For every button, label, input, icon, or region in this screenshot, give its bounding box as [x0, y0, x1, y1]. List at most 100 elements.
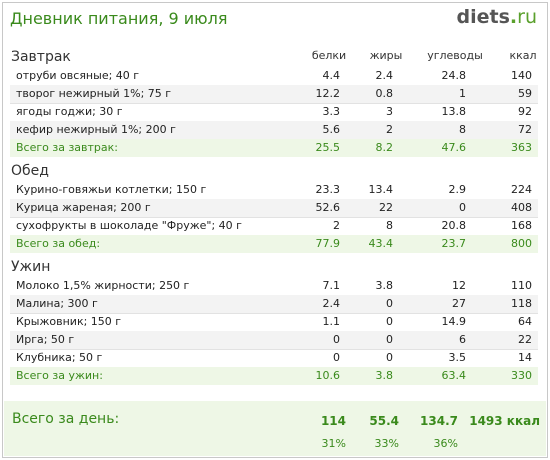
kcal-value: 408 — [511, 201, 532, 214]
food-name: Всего за обед: — [16, 237, 101, 250]
carbs-value: 47.6 — [441, 141, 467, 154]
col-kcal: ккал — [509, 49, 537, 62]
fat-value: 3 — [386, 105, 393, 118]
food-name: Крыжовник; 150 г — [16, 315, 122, 328]
protein-value: 52.6 — [315, 201, 341, 214]
kcal-value: 59 — [518, 87, 532, 100]
carbs-value: 63.4 — [441, 369, 467, 382]
food-name: сухофрукты в шоколаде "Фруже"; 40 г — [16, 219, 242, 232]
food-row[interactable]: отруби овсяные; 40 г 4.4 2.4 24.8 140 — [10, 67, 538, 86]
food-name: отруби овсяные; 40 г — [16, 69, 140, 82]
protein-value: 0 — [333, 333, 340, 346]
fat-value: 0 — [386, 333, 393, 346]
protein-value: 0 — [333, 351, 340, 364]
food-row[interactable]: Клубника; 50 г 0 0 3.5 14 — [10, 349, 538, 368]
food-row[interactable]: ягоды годжи; 30 г 3.3 3 13.8 92 — [10, 103, 538, 122]
protein-value: 23.3 — [315, 183, 341, 196]
day-protein-pct: 31% — [321, 437, 346, 450]
protein-value: 10.6 — [315, 369, 341, 382]
fat-value: 0 — [386, 315, 393, 328]
kcal-value: 64 — [518, 315, 532, 328]
carbs-value: 24.8 — [441, 69, 467, 82]
carbs-value: 14.9 — [441, 315, 467, 328]
fat-value: 3.8 — [375, 279, 394, 292]
food-row[interactable]: Малина; 300 г 2.4 0 27 118 — [10, 295, 538, 314]
carbs-value: 6 — [459, 333, 466, 346]
protein-value: 5.6 — [322, 123, 341, 136]
fat-value: 0 — [386, 351, 393, 364]
day-total-label: Всего за день: — [12, 411, 120, 427]
food-name: ягоды годжи; 30 г — [16, 105, 123, 118]
kcal-value: 800 — [511, 237, 532, 250]
protein-value: 4.4 — [322, 69, 341, 82]
food-row[interactable]: Курино-говяжьи котлетки; 150 г 23.3 13.4 2.… — [10, 181, 538, 200]
day-protein: 114 — [320, 414, 346, 428]
fat-value: 43.4 — [368, 237, 394, 250]
fat-value: 0 — [386, 297, 393, 310]
meal-total-row: Всего за обед: 77.9 43.4 23.7 800 — [10, 235, 538, 253]
kcal-value: 330 — [511, 369, 532, 382]
col-carbs: углеводы — [427, 49, 483, 62]
fat-value: 0.8 — [375, 87, 394, 100]
kcal-value: 224 — [511, 183, 532, 196]
kcal-value: 72 — [518, 123, 532, 136]
food-row[interactable]: Курица жареная; 200 г 52.6 22 0 408 — [10, 199, 538, 218]
food-name: Курица жареная; 200 г — [16, 201, 151, 214]
section-title: Завтрак — [11, 49, 71, 65]
fat-value: 3.8 — [375, 369, 394, 382]
fat-value: 2 — [386, 123, 393, 136]
protein-value: 7.1 — [322, 279, 341, 292]
food-row[interactable]: Ирга; 50 г 0 0 6 22 — [10, 331, 538, 350]
carbs-value: 23.7 — [441, 237, 467, 250]
fat-value: 13.4 — [368, 183, 394, 196]
food-name: Всего за завтрак: — [16, 141, 119, 154]
logo-tld: ru — [517, 6, 537, 28]
day-kcal: 1493 ккал — [469, 414, 540, 428]
food-row[interactable]: сухофрукты в шоколаде "Фруже"; 40 г 2 8 20.… — [10, 217, 538, 236]
carbs-value: 2.9 — [448, 183, 467, 196]
kcal-value: 22 — [518, 333, 532, 346]
protein-value: 1.1 — [322, 315, 341, 328]
food-name: Молоко 1,5% жирности; 250 г — [16, 279, 190, 292]
food-row[interactable]: творог нежирный 1%; 75 г 12.2 0.8 1 59 — [10, 85, 538, 104]
food-name: Малина; 300 г — [16, 297, 98, 310]
protein-value: 3.3 — [322, 105, 341, 118]
day-carbs-pct: 36% — [433, 437, 458, 450]
site-logo[interactable]: diets.ru — [457, 6, 537, 28]
page-title: Дневник питания, 9 июля — [10, 9, 228, 28]
protein-value: 77.9 — [315, 237, 341, 250]
day-fat: 55.4 — [369, 414, 399, 428]
protein-value: 2 — [333, 219, 340, 232]
protein-value: 12.2 — [315, 87, 341, 100]
meal-total-row: Всего за ужин: 10.6 3.8 63.4 330 — [10, 367, 538, 385]
kcal-value: 110 — [511, 279, 532, 292]
food-row[interactable]: кефир нежирный 1%; 200 г 5.6 2 8 72 — [10, 121, 538, 140]
section-title: Ужин — [11, 259, 51, 275]
kcal-value: 14 — [518, 351, 532, 364]
fat-value: 2.4 — [375, 69, 394, 82]
protein-value: 25.5 — [315, 141, 341, 154]
food-row[interactable]: Крыжовник; 150 г 1.1 0 14.9 64 — [10, 313, 538, 332]
food-name: Всего за ужин: — [16, 369, 103, 382]
fat-value: 8.2 — [375, 141, 394, 154]
kcal-value: 92 — [518, 105, 532, 118]
food-row[interactable]: Молоко 1,5% жирности; 250 г 7.1 3.8 12 110 — [10, 277, 538, 296]
logo-dot: . — [509, 6, 518, 28]
col-protein: белки — [311, 49, 347, 62]
food-name: Клубника; 50 г — [16, 351, 103, 364]
carbs-value: 13.8 — [441, 105, 467, 118]
meal-total-row: Всего за завтрак: 25.5 8.2 47.6 363 — [10, 139, 538, 157]
food-name: кефир нежирный 1%; 200 г — [16, 123, 176, 136]
carbs-value: 8 — [459, 123, 466, 136]
fat-value: 8 — [386, 219, 393, 232]
kcal-value: 363 — [511, 141, 532, 154]
kcal-value: 140 — [511, 69, 532, 82]
column-headers: белки жиры углеводы ккал — [3, 49, 547, 65]
kcal-value: 168 — [511, 219, 532, 232]
section-title: Обед — [11, 163, 49, 179]
carbs-value: 20.8 — [441, 219, 467, 232]
header: Дневник питания, 9 июля diets.ru — [3, 3, 547, 35]
carbs-value: 1 — [459, 87, 466, 100]
carbs-value: 0 — [459, 201, 466, 214]
